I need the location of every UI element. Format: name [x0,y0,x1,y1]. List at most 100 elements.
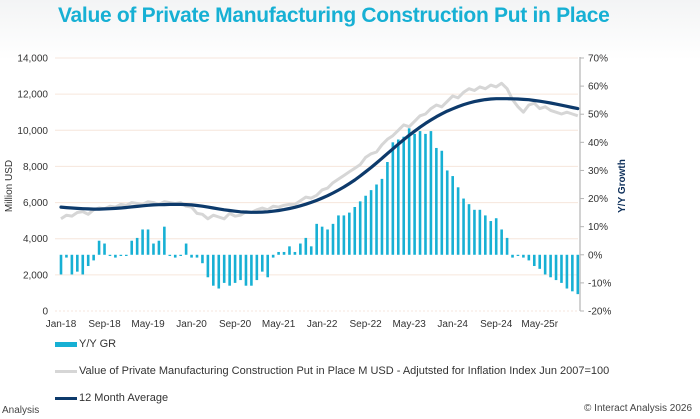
y-axis-label-right: Y/Y Growth [617,159,628,213]
bar-yy-growth [369,190,373,255]
gridlines [55,57,578,312]
bar-yy-growth [358,201,362,255]
bar-yy-growth [511,254,514,258]
bar-yy-growth [549,254,552,278]
bar-yy-growth [119,254,123,256]
bar-yy-growth [76,254,79,272]
legend-item-avg: 12 Month Average [55,392,168,404]
bar-yy-growth [309,246,313,255]
bar-yy-growth [484,215,487,255]
bar-yy-growth [326,229,329,255]
bar-yy-growth [271,254,275,258]
bar-yy-growth [173,254,177,258]
x-tick-label: Jan-22 [307,319,338,330]
y-tick-label-right: 70% [588,54,608,65]
legend-swatch-avg-line [55,396,77,400]
y-tick-label-left: 12,000 [17,90,48,101]
bar-yy-growth [86,254,90,267]
bar-yy-growth [255,254,259,281]
bar-yy-growth [353,206,357,255]
bar-yy-growth [413,133,416,255]
bar-yy-growth [391,142,395,255]
bar-yy-growth [375,184,378,255]
bar-yy-growth [260,254,264,272]
bar-yy-growth [380,178,384,255]
y-tick-label-left: 6,000 [23,198,48,209]
bar-yy-growth [500,229,503,255]
legend-label: Value of Private Manufacturing Construct… [79,365,610,377]
x-tick-label: May-19 [131,319,165,330]
y-tick-label-right: 50% [588,110,608,121]
bar-yy-growth [543,254,547,275]
bar-yy-growth [467,204,471,255]
bar-yy-growth [163,226,166,255]
bar-yy-growth [179,254,182,256]
bar-yy-growth [456,187,460,255]
x-tick-label: May-23 [392,319,426,330]
bar-yy-growth [135,237,139,255]
bar-yy-growth [282,251,286,255]
legend-swatch-bars [55,341,77,347]
y-tick-label-right: 60% [588,82,608,93]
bar-yy-growth [516,254,520,256]
x-ticks: Jan-18 Sep-18 May-19 Jan-20 Sep-20 May-21 Jan-… [46,319,559,330]
bar-yy-growth [348,212,351,255]
y-ticks-left: 0 2,000 4,000 6,000 8,000 10,000 12,000 14,000 [17,54,48,318]
bar-yy-growth [418,131,422,255]
bar-yy-growth [429,131,433,255]
x-tick-label: May-21 [262,319,296,330]
bar-yy-growth [157,240,161,255]
bar-yy-growth [228,254,231,286]
x-tick-label: Jan-20 [176,319,207,330]
bar-yy-growth [195,254,199,258]
bar-yy-growth [364,195,367,255]
bar-yy-growth [190,254,193,258]
x-tick-label: Sep-18 [88,319,121,330]
legend-label: Y/Y GR [79,338,117,350]
footer-copyright: © Interact Analysis 2026 [584,403,692,414]
bar-yy-growth [233,254,237,283]
bar-yy-growth [320,226,324,255]
bar-yy-growth [212,254,215,286]
y-tick-label-right: 0% [588,250,603,261]
y-tick-label-left: 4,000 [23,234,48,245]
bar-yy-growth [505,237,509,255]
bar-yy-growth [440,150,444,255]
x-tick-label: Sep-20 [219,319,252,330]
bar-yy-growth [277,251,280,255]
bar-yy-growth [70,254,74,275]
bar-yy-growth [59,254,63,275]
bar-yy-growth [532,254,536,267]
bar-yy-growth [331,223,335,255]
bar-yy-growth [97,240,101,255]
bar-yy-growth [473,209,476,255]
bar-yy-growth [396,139,400,255]
bar-yy-growth [217,254,221,289]
bar-yy-growth [315,223,318,255]
bar-yy-growth [103,243,106,255]
y-tick-label-left: 8,000 [23,162,48,173]
y-tick-label-right: 10% [588,222,608,233]
bar-yy-growth [337,215,340,255]
bar-yy-growth [222,254,226,283]
bar-yy-growth [451,176,454,255]
bar-yy-growth [124,254,128,256]
bar-yy-growth [402,136,406,255]
bar-yy-growth [445,170,449,255]
y-tick-label-right: -20% [588,307,611,318]
bar-yy-growth [206,254,210,278]
bar-yy-growth [201,254,204,264]
y-tick-label-right: 30% [588,166,608,177]
bar-yy-growth [571,254,574,292]
bar-yy-growth [130,240,134,255]
bar-yy-growth [538,254,542,269]
y-tick-label-left: 10,000 [17,126,48,137]
legend-item-value: Value of Private Manufacturing Construct… [55,365,609,377]
bar-yy-growth [184,243,188,255]
x-tick-label: Sep-22 [350,319,383,330]
y-tick-label-left: 14,000 [17,54,48,65]
bar-yy-growth [92,254,95,261]
bar-yy-growth [407,128,411,255]
bar-yy-growth [65,254,68,258]
